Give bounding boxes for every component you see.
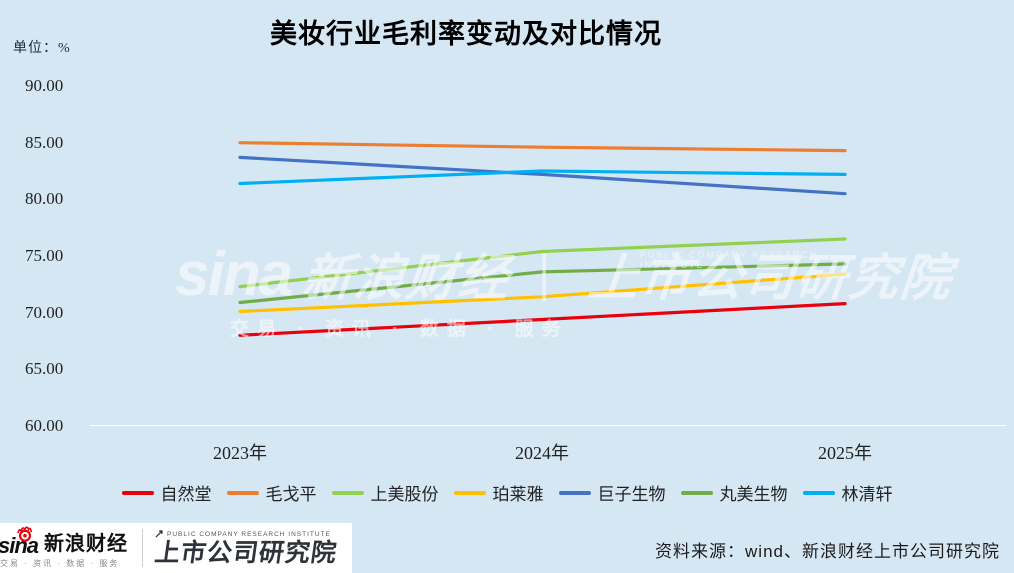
institute-logo-en: PUBLIC COMPANY RESEARCH INSTITUTE <box>155 529 337 540</box>
sina-logo: sina 新浪财经 交易 · 资讯 · 数据 · 服务 <box>0 527 128 569</box>
y-tick-label: 60.00 <box>25 416 64 435</box>
x-tick-label: 2024年 <box>515 443 569 463</box>
legend-swatch <box>121 490 154 495</box>
series-line-巨子生物 <box>238 155 847 196</box>
legend-label: 珀莱雅 <box>492 485 544 504</box>
x-tick-label: 2023年 <box>213 443 267 463</box>
y-tick-label: 80.00 <box>25 189 64 209</box>
legend-item-丸美生物: 丸美生物 <box>680 480 788 505</box>
legend-label: 丸美生物 <box>719 485 788 504</box>
sina-wordmark: sina <box>0 533 39 559</box>
institute-logo: PUBLIC COMPANY RESEARCH INSTITUTE 上市公司研究… <box>153 529 340 568</box>
series-line-自然堂 <box>238 302 847 337</box>
footer: sina 新浪财经 交易 · 资讯 · 数据 · 服务 PUBLIC COMPA… <box>0 523 1014 573</box>
series-line-珀莱雅 <box>238 272 847 314</box>
legend-swatch <box>680 490 713 495</box>
y-tick-label: 70.00 <box>25 302 64 322</box>
legend-item-珀莱雅: 珀莱雅 <box>453 480 544 505</box>
legend-label: 林清轩 <box>841 485 893 504</box>
legend-item-自然堂: 自然堂 <box>121 480 212 505</box>
series-line-丸美生物 <box>238 262 847 305</box>
legend-item-上美股份: 上美股份 <box>331 480 439 505</box>
sina-tagline: 交易 · 资讯 · 数据 · 服务 <box>0 559 120 568</box>
y-tick-label: 65.00 <box>25 359 64 379</box>
chart-title: 美妆行业毛利率变动及对比情况 <box>270 19 662 49</box>
y-tick-label: 75.00 <box>25 246 64 265</box>
legend-swatch <box>331 490 364 495</box>
legend-swatch <box>558 490 591 495</box>
legend-swatch <box>453 490 486 495</box>
legend-label: 毛戈平 <box>265 485 317 504</box>
series-line-林清轩 <box>238 169 847 186</box>
legend-swatch <box>802 490 835 495</box>
footer-logo-block: sina 新浪财经 交易 · 资讯 · 数据 · 服务 PUBLIC COMPA… <box>0 523 352 573</box>
series-line-上美股份 <box>238 237 847 289</box>
institute-logo-cn: 上市公司研究院 <box>153 539 340 568</box>
legend-label: 上美股份 <box>370 485 439 504</box>
legend-item-巨子生物: 巨子生物 <box>558 480 666 505</box>
footer-divider <box>142 529 144 567</box>
y-tick-label: 85.00 <box>25 132 64 152</box>
legend-label: 巨子生物 <box>597 485 666 504</box>
source-text: 资料来源：wind、新浪财经上市公司研究院 <box>655 542 1000 561</box>
legend-swatch <box>226 490 259 495</box>
y-tick-label: 90.00 <box>25 76 64 95</box>
legend-item-林清轩: 林清轩 <box>802 480 893 505</box>
unit-label: 单位：% <box>13 41 71 56</box>
series-line-毛戈平 <box>238 141 847 153</box>
legend-label: 自然堂 <box>160 485 212 504</box>
baseline-gridline <box>90 425 1006 426</box>
x-tick-label: 2025年 <box>818 443 872 463</box>
sina-eye-icon <box>14 524 36 547</box>
legend: 自然堂 毛戈平 上美股份 珀莱雅 巨子生物 丸美生物 林清轩 <box>0 480 1014 505</box>
sina-brand-text: 新浪财经 <box>44 533 129 555</box>
arrow-up-right-icon <box>155 529 164 540</box>
legend-item-毛戈平: 毛戈平 <box>226 480 317 505</box>
